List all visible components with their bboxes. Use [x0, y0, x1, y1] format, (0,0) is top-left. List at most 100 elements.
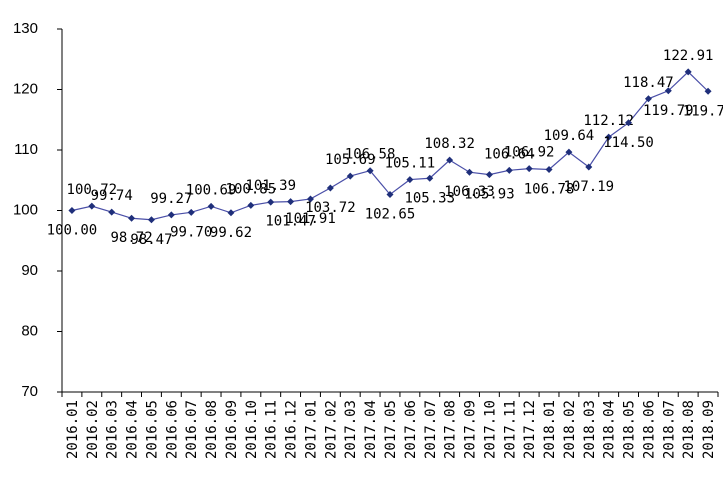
- data-label: 106.92: [504, 145, 555, 161]
- data-label: 106.33: [444, 184, 495, 200]
- marker: [386, 190, 394, 198]
- x-tick-label: 2016.08: [204, 400, 220, 459]
- x-tick-label: 2018.06: [641, 400, 657, 459]
- data-label: 98.47: [130, 232, 172, 248]
- x-tick-label: 2017.03: [343, 400, 359, 459]
- data-label: 112.12: [583, 113, 634, 129]
- x-tick-label: 2017.12: [522, 400, 538, 459]
- y-tick-label: 90: [21, 262, 38, 279]
- data-label: 107.19: [563, 179, 614, 195]
- marker: [147, 216, 155, 224]
- data-label: 100.69: [186, 182, 237, 198]
- marker: [525, 165, 533, 173]
- y-tick-label: 100: [13, 201, 38, 218]
- data-label: 100.72: [67, 182, 118, 198]
- x-tick-label: 2018.07: [661, 400, 677, 459]
- x-tick-label: 2016.12: [284, 400, 300, 459]
- data-label: 100.85: [226, 181, 277, 197]
- marker: [406, 176, 414, 184]
- marker: [565, 148, 573, 156]
- marker: [287, 198, 295, 206]
- data-label: 106.58: [345, 147, 396, 163]
- x-tick-label: 2017.01: [303, 400, 319, 459]
- x-tick-label: 2016.11: [264, 400, 280, 459]
- marker: [366, 167, 374, 175]
- marker: [664, 87, 672, 95]
- marker: [167, 211, 175, 219]
- marker: [426, 174, 434, 182]
- x-tick-label: 2017.11: [502, 400, 518, 459]
- x-tick-label: 2017.02: [323, 400, 339, 459]
- x-tick-label: 2018.04: [602, 400, 618, 459]
- marker: [108, 208, 116, 216]
- y-tick-label: 120: [13, 80, 38, 97]
- x-tick-label: 2017.04: [363, 400, 379, 459]
- data-label: 106.78: [524, 181, 575, 197]
- x-tick-label: 2016.04: [125, 400, 141, 459]
- data-label: 105.69: [325, 152, 376, 168]
- data-label: 105.93: [464, 187, 515, 203]
- x-tick-label: 2016.05: [144, 400, 160, 459]
- marker: [128, 214, 136, 222]
- marker: [704, 87, 712, 95]
- x-tick-label: 2017.10: [482, 400, 498, 459]
- x-tick-label: 2016.06: [164, 400, 180, 459]
- marker: [306, 195, 314, 203]
- data-label: 102.65: [365, 206, 416, 222]
- data-label: 105.11: [385, 156, 436, 172]
- data-label: 99.70: [170, 224, 212, 240]
- marker: [267, 198, 275, 206]
- data-label: 98.72: [110, 230, 152, 246]
- marker: [684, 68, 692, 76]
- x-tick-label: 2016.10: [244, 400, 260, 459]
- marker: [68, 207, 76, 214]
- marker: [247, 201, 255, 209]
- data-label: 109.64: [544, 128, 595, 144]
- marker: [545, 165, 553, 173]
- marker: [466, 168, 474, 176]
- data-label: 108.32: [424, 136, 475, 152]
- marker: [207, 202, 215, 210]
- x-tick-label: 2016.01: [65, 400, 81, 459]
- x-tick-label: 2017.08: [443, 400, 459, 459]
- x-tick-label: 2018.05: [622, 400, 638, 459]
- marker: [605, 133, 613, 141]
- x-tick-label: 2017.05: [383, 400, 399, 459]
- x-tick-label: 2018.08: [681, 400, 697, 459]
- marker: [585, 163, 593, 171]
- data-label: 101.47: [265, 214, 316, 230]
- data-label: 122.91: [663, 48, 714, 64]
- data-label: 119.79: [643, 103, 694, 119]
- x-tick-label: 2018.09: [701, 400, 717, 459]
- marker: [326, 184, 334, 192]
- x-tick-label: 2017.06: [403, 400, 419, 459]
- marker: [625, 119, 633, 127]
- marker: [446, 156, 454, 164]
- x-tick-label: 2016.07: [184, 400, 200, 459]
- marker: [227, 209, 235, 217]
- x-tick-label: 2018.02: [562, 400, 578, 459]
- y-tick-label: 70: [21, 383, 38, 400]
- data-label: 99.74: [91, 188, 133, 204]
- marker: [644, 95, 652, 103]
- data-label: 105.33: [404, 190, 455, 206]
- data-label: 101.39: [245, 178, 296, 194]
- y-tick-label: 80: [21, 322, 38, 339]
- data-label: 114.50: [603, 135, 654, 151]
- x-tick-label: 2016.03: [105, 400, 121, 459]
- data-label: 100.00: [47, 223, 98, 239]
- marker: [485, 171, 493, 179]
- marker: [346, 172, 354, 180]
- x-tick-label: 2017.07: [423, 400, 439, 459]
- data-label: 119.71: [683, 103, 723, 119]
- marker: [505, 166, 513, 174]
- marker: [88, 202, 96, 210]
- x-tick-label: 2017.09: [463, 400, 479, 459]
- data-label: 99.62: [210, 225, 252, 241]
- data-label: 103.72: [305, 200, 356, 216]
- data-label: 106.64: [484, 146, 535, 162]
- x-tick-label: 2018.01: [542, 400, 558, 459]
- x-tick-label: 2018.03: [582, 400, 598, 459]
- data-label: 118.47: [623, 75, 674, 91]
